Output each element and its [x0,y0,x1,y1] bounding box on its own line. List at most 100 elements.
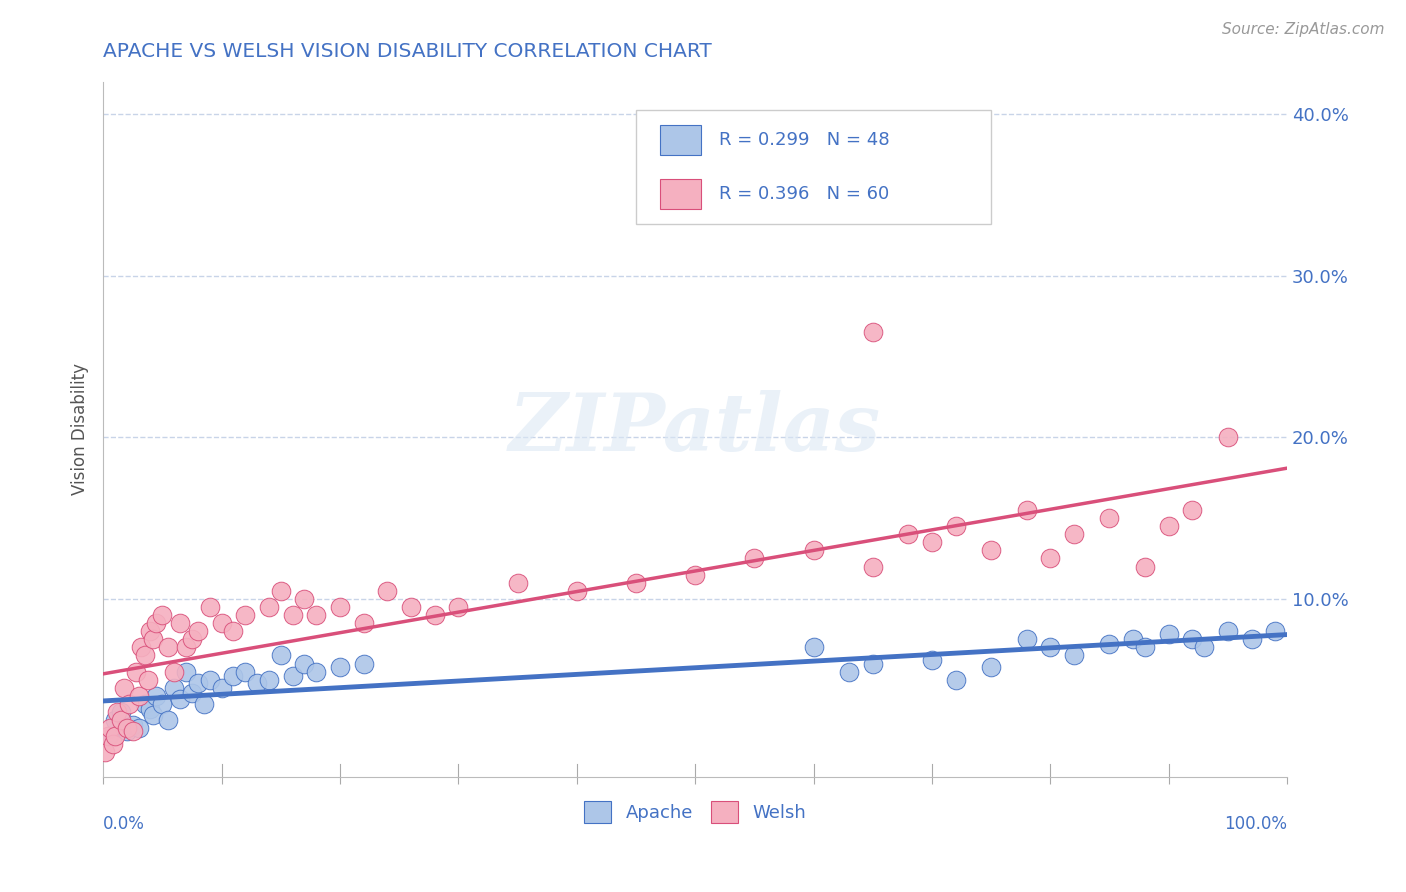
Point [862,325,884,339]
Bar [659,125,702,155]
Point [163,665,186,679]
Point [145,689,167,703]
Point [1063,648,1085,663]
Point [803,640,825,655]
Point [506,575,529,590]
Point [110,713,132,727]
Point [1122,632,1144,647]
Point [114,681,136,695]
Text: 0.0%: 0.0% [103,814,145,833]
Point [150,697,173,711]
Point [1264,624,1286,639]
Point [246,676,269,690]
Point [838,665,860,679]
Point [1039,551,1062,566]
Point [1216,430,1239,444]
Point [862,657,884,671]
Point [142,632,165,647]
Legend: Apache, Welsh: Apache, Welsh [576,794,814,830]
Point [181,632,204,647]
Point [157,713,180,727]
Point [565,583,588,598]
Point [104,713,127,727]
Point [1192,640,1215,655]
Point [157,640,180,655]
Point [134,697,156,711]
Point [281,669,304,683]
Point [98,721,121,735]
Point [294,657,316,671]
Point [1181,503,1204,517]
Point [1216,624,1239,639]
Point [128,689,150,703]
Point [129,640,152,655]
Text: APACHE VS WELSH VISION DISABILITY CORRELATION CHART: APACHE VS WELSH VISION DISABILITY CORREL… [103,42,711,61]
Point [169,692,191,706]
Point [399,599,422,614]
Point [193,697,215,711]
Point [211,616,233,631]
Point [281,607,304,622]
Point [862,559,884,574]
Point [1133,559,1156,574]
Point [270,583,292,598]
Point [945,673,967,687]
Point [198,673,221,687]
Point [1098,511,1121,525]
Point [1240,632,1263,647]
Point [97,729,120,743]
Point [125,665,148,679]
Point [139,624,162,639]
Point [139,702,162,716]
Point [375,583,398,598]
Point [921,653,943,667]
Point [163,681,186,695]
Point [980,543,1002,558]
Point [187,624,209,639]
Point [1063,527,1085,541]
Point [945,519,967,533]
Point [447,599,470,614]
Point [222,624,245,639]
Point [1098,637,1121,651]
Point [803,543,825,558]
Point [921,535,943,549]
Point [233,665,256,679]
Point [121,718,143,732]
Text: ZIPatlas: ZIPatlas [509,391,882,468]
Bar [659,179,702,209]
Point [1181,632,1204,647]
Point [198,599,221,614]
Point [1039,640,1062,655]
Point [174,640,197,655]
Point [742,551,765,566]
Point [211,681,233,695]
Point [104,729,127,743]
Point [353,657,375,671]
Point [105,705,128,719]
Point [94,745,117,759]
Point [98,729,121,743]
Text: Source: ZipAtlas.com: Source: ZipAtlas.com [1222,22,1385,37]
Point [423,607,446,622]
Point [257,673,280,687]
Text: R = 0.396   N = 60: R = 0.396 N = 60 [718,185,889,202]
Point [101,737,124,751]
Point [1157,519,1180,533]
Point [353,616,375,631]
Text: R = 0.299   N = 48: R = 0.299 N = 48 [718,131,890,149]
Point [169,616,191,631]
Point [134,648,156,663]
FancyBboxPatch shape [636,110,991,224]
Point [115,724,138,739]
Point [980,659,1002,673]
Point [257,599,280,614]
Point [1133,640,1156,655]
Point [115,721,138,735]
Point [136,673,159,687]
Point [329,659,352,673]
Point [624,575,647,590]
Point [329,599,352,614]
Point [305,607,328,622]
Point [294,591,316,606]
